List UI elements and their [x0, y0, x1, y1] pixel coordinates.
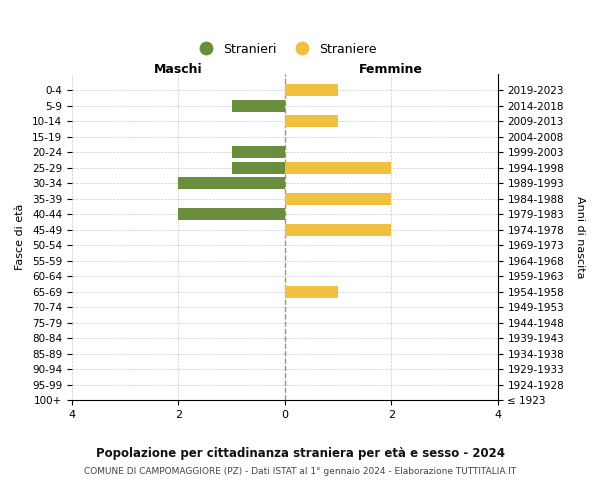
Bar: [178, 208, 285, 220]
Bar: [285, 224, 391, 235]
Bar: [285, 116, 338, 127]
Y-axis label: Fasce di età: Fasce di età: [15, 204, 25, 270]
Legend: Stranieri, Straniere: Stranieri, Straniere: [188, 38, 382, 60]
Bar: [285, 193, 391, 204]
Bar: [285, 84, 338, 96]
Text: Femmine: Femmine: [359, 64, 423, 76]
Bar: [232, 162, 285, 173]
Bar: [232, 146, 285, 158]
Text: Maschi: Maschi: [154, 64, 203, 76]
Y-axis label: Anni di nascita: Anni di nascita: [575, 196, 585, 278]
Bar: [285, 286, 338, 298]
Bar: [285, 162, 391, 173]
Text: COMUNE DI CAMPOMAGGIORE (PZ) - Dati ISTAT al 1° gennaio 2024 - Elaborazione TUTT: COMUNE DI CAMPOMAGGIORE (PZ) - Dati ISTA…: [84, 468, 516, 476]
Bar: [232, 100, 285, 112]
Bar: [178, 178, 285, 189]
Text: Popolazione per cittadinanza straniera per età e sesso - 2024: Popolazione per cittadinanza straniera p…: [95, 448, 505, 460]
